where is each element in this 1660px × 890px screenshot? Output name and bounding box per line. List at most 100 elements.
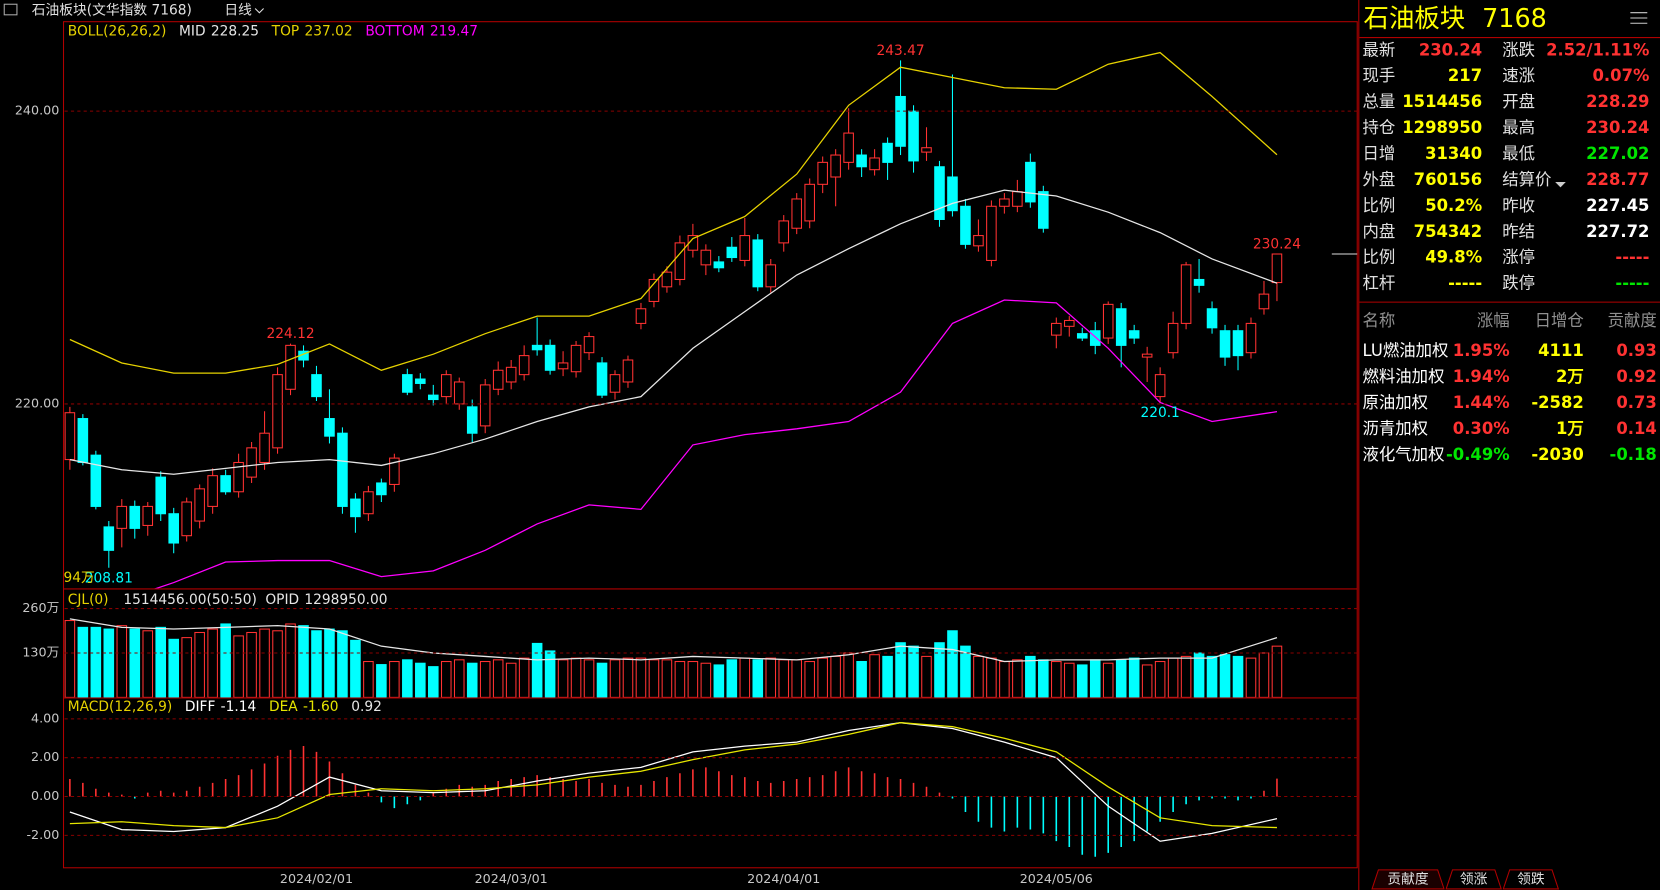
table-cell: 2万	[1556, 367, 1584, 386]
candle-body	[90, 454, 102, 507]
candle-body	[1193, 278, 1205, 286]
candle-body	[752, 239, 764, 288]
legend-item: 228.25	[211, 24, 259, 40]
table-cell: 液化气加权	[1363, 445, 1445, 464]
volume-bar	[1012, 659, 1023, 698]
quote-value: 230.24	[1586, 118, 1649, 137]
volume-bar	[999, 660, 1010, 698]
volume-bar	[596, 662, 608, 698]
dropdown-caret	[1555, 182, 1566, 188]
tab-label[interactable]: 领涨	[1460, 871, 1488, 887]
volume-bar	[557, 659, 569, 698]
candle-body	[1271, 253, 1283, 284]
volume-bar	[739, 657, 751, 698]
quote-label: 速涨	[1502, 66, 1535, 85]
legend-item: 0.92	[351, 699, 382, 715]
volume-bar	[1051, 660, 1062, 698]
volume-bar	[1245, 657, 1257, 698]
volume-bar	[921, 655, 932, 698]
tab-label[interactable]: 贡献度	[1387, 871, 1429, 887]
legend-item: MACD(12,26,9)	[68, 699, 172, 715]
table-cell: -2582	[1531, 393, 1583, 412]
candle-body	[687, 235, 699, 251]
candle-body	[1012, 191, 1023, 207]
price-annotation: 243.47	[876, 43, 924, 59]
tab-shape[interactable]	[1502, 869, 1560, 890]
volume-bar	[648, 659, 660, 698]
candle-body	[64, 412, 76, 461]
volume-bar	[181, 637, 192, 698]
table-cell: 燃料油加权	[1363, 367, 1445, 386]
table-cell: 0.73	[1616, 393, 1656, 412]
volume-bar	[1271, 645, 1283, 698]
quote-value: -----	[1615, 274, 1649, 293]
chart-frame	[62, 21, 1358, 869]
quote-label: 持仓	[1363, 118, 1396, 137]
candle-body	[843, 132, 854, 163]
candle-body	[934, 166, 945, 220]
tab-shape[interactable]	[1371, 869, 1445, 890]
quote-label: 开盘	[1502, 92, 1535, 111]
candle-body	[856, 154, 867, 168]
volume-bar	[337, 630, 348, 698]
y-tick-label: -2.00	[26, 827, 59, 842]
quote-label: 外盘	[1363, 170, 1396, 189]
candle-body	[1089, 330, 1101, 346]
tab-label[interactable]: 领跌	[1517, 871, 1545, 887]
quote-value: -----	[1448, 274, 1482, 293]
quote-value: 754342	[1414, 222, 1482, 241]
candle-body	[363, 491, 374, 515]
candle-body	[570, 344, 582, 373]
legend-item: 219.47	[430, 24, 478, 40]
volume-bar	[466, 662, 478, 698]
candle-body	[986, 205, 997, 261]
volume-bar	[752, 659, 764, 698]
volume-bar	[583, 659, 595, 698]
volume-bar	[518, 657, 530, 698]
y-tick-label: 260万	[22, 600, 59, 615]
quote-value: 228.29	[1586, 92, 1649, 111]
candle-body	[103, 526, 115, 551]
quote-label: 跌停	[1502, 274, 1535, 293]
candle-body	[77, 418, 89, 464]
candle-body	[869, 157, 880, 171]
candle-body	[648, 278, 660, 302]
candle-body	[1232, 330, 1244, 357]
volume-bar	[272, 630, 283, 698]
candle-body	[479, 384, 491, 427]
period-selector[interactable]: 日线	[224, 3, 252, 19]
volume-bar	[1115, 659, 1127, 698]
volume-bar	[1038, 659, 1049, 698]
table-cell: 1.94%	[1453, 367, 1510, 386]
volume-bar	[570, 657, 582, 698]
candle-body	[1128, 330, 1140, 339]
candle-body	[960, 205, 971, 245]
header-title[interactable]: 石油板块(文华指数 7168)	[32, 3, 192, 19]
quote-value: 227.72	[1586, 222, 1649, 241]
legend: BOLL(26,26,2) MID 228.25 TOP 237.02 BOTTOM 219…	[68, 24, 478, 40]
tab-shape[interactable]	[1445, 869, 1502, 890]
quote-label: 涨停	[1502, 248, 1535, 267]
quote-label: 昨收	[1502, 196, 1535, 215]
menu-icon[interactable]	[1630, 12, 1648, 24]
volume-bar	[531, 642, 543, 698]
volume-bar	[363, 660, 374, 698]
volume-bar	[830, 655, 841, 698]
volume-bar	[856, 660, 867, 698]
quote-value: 49.8%	[1425, 248, 1482, 267]
volume-bar	[1193, 652, 1205, 698]
volume-bar	[479, 660, 491, 698]
volume-bar	[129, 628, 141, 698]
candle-body	[207, 475, 218, 507]
candle-body	[1154, 374, 1166, 398]
volume-bar	[311, 630, 322, 698]
table-cell: -0.18	[1610, 445, 1657, 464]
candle-body	[791, 198, 803, 229]
volume-bar	[453, 659, 465, 698]
candle-body	[830, 154, 841, 178]
candle-body	[402, 374, 413, 393]
legend-item: -1.14	[221, 699, 257, 715]
candle-body	[1245, 322, 1257, 354]
